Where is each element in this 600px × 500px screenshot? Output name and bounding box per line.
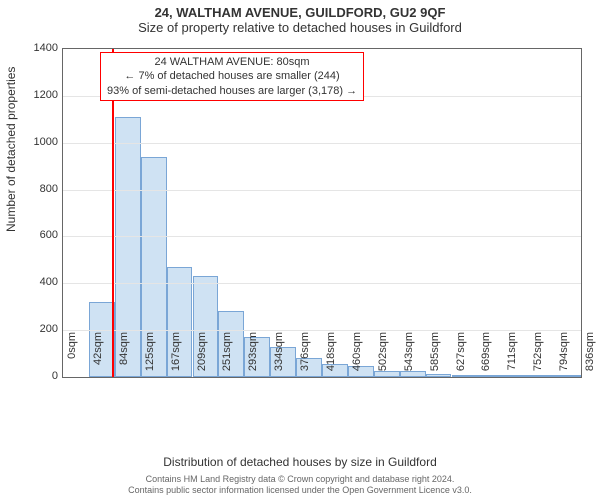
x-tick-label: 711sqm <box>506 332 518 382</box>
page-subtitle: Size of property relative to detached ho… <box>0 20 600 37</box>
x-tick-label: 585sqm <box>429 332 441 382</box>
y-tick-label: 800 <box>20 183 58 195</box>
x-tick-label: 460sqm <box>351 332 363 382</box>
x-tick-label: 251sqm <box>221 332 233 382</box>
gridline <box>63 283 581 284</box>
x-tick-label: 418sqm <box>325 332 337 382</box>
x-tick-label: 376sqm <box>299 332 311 382</box>
x-tick-label: 125sqm <box>144 332 156 382</box>
info-line-3: 93% of semi-detached houses are larger (… <box>107 84 357 98</box>
x-tick-label: 752sqm <box>532 332 544 382</box>
page-title: 24, WALTHAM AVENUE, GUILDFORD, GU2 9QF <box>0 0 600 20</box>
x-tick-label: 293sqm <box>247 332 259 382</box>
y-axis-label: Number of detached properties <box>4 67 18 232</box>
y-tick-label: 1000 <box>20 136 58 148</box>
gridline <box>63 330 581 331</box>
footer-line-1: Contains HM Land Registry data © Crown c… <box>0 474 600 485</box>
x-tick-label: 84sqm <box>118 332 130 382</box>
x-tick-label: 794sqm <box>558 332 570 382</box>
footer-line-2: Contains public sector information licen… <box>0 485 600 496</box>
x-tick-label: 627sqm <box>455 332 467 382</box>
chart: Number of detached properties 0 200 400 600… <box>0 42 600 442</box>
info-line-2: ← 7% of detached houses are smaller (244… <box>107 69 357 83</box>
gridline <box>63 236 581 237</box>
x-tick-label: 836sqm <box>584 332 596 382</box>
y-tick-label: 1400 <box>20 42 58 54</box>
x-tick-label: 209sqm <box>196 332 208 382</box>
x-tick-label: 669sqm <box>480 332 492 382</box>
info-box: 24 WALTHAM AVENUE: 80sqm ← 7% of detache… <box>100 52 364 101</box>
gridline <box>63 143 581 144</box>
y-tick-label: 1200 <box>20 89 58 101</box>
x-tick-label: 167sqm <box>170 332 182 382</box>
x-tick-label: 0sqm <box>66 332 78 382</box>
y-tick-label: 600 <box>20 229 58 241</box>
x-tick-label: 543sqm <box>403 332 415 382</box>
footer-text: Contains HM Land Registry data © Crown c… <box>0 474 600 497</box>
x-tick-label: 42sqm <box>92 332 104 382</box>
x-tick-label: 334sqm <box>273 332 285 382</box>
info-line-1: 24 WALTHAM AVENUE: 80sqm <box>107 55 357 69</box>
x-axis-label: Distribution of detached houses by size … <box>0 455 600 469</box>
y-tick-label: 400 <box>20 276 58 288</box>
gridline <box>63 190 581 191</box>
y-tick-label: 0 <box>20 370 58 382</box>
y-tick-label: 200 <box>20 323 58 335</box>
x-tick-label: 502sqm <box>377 332 389 382</box>
